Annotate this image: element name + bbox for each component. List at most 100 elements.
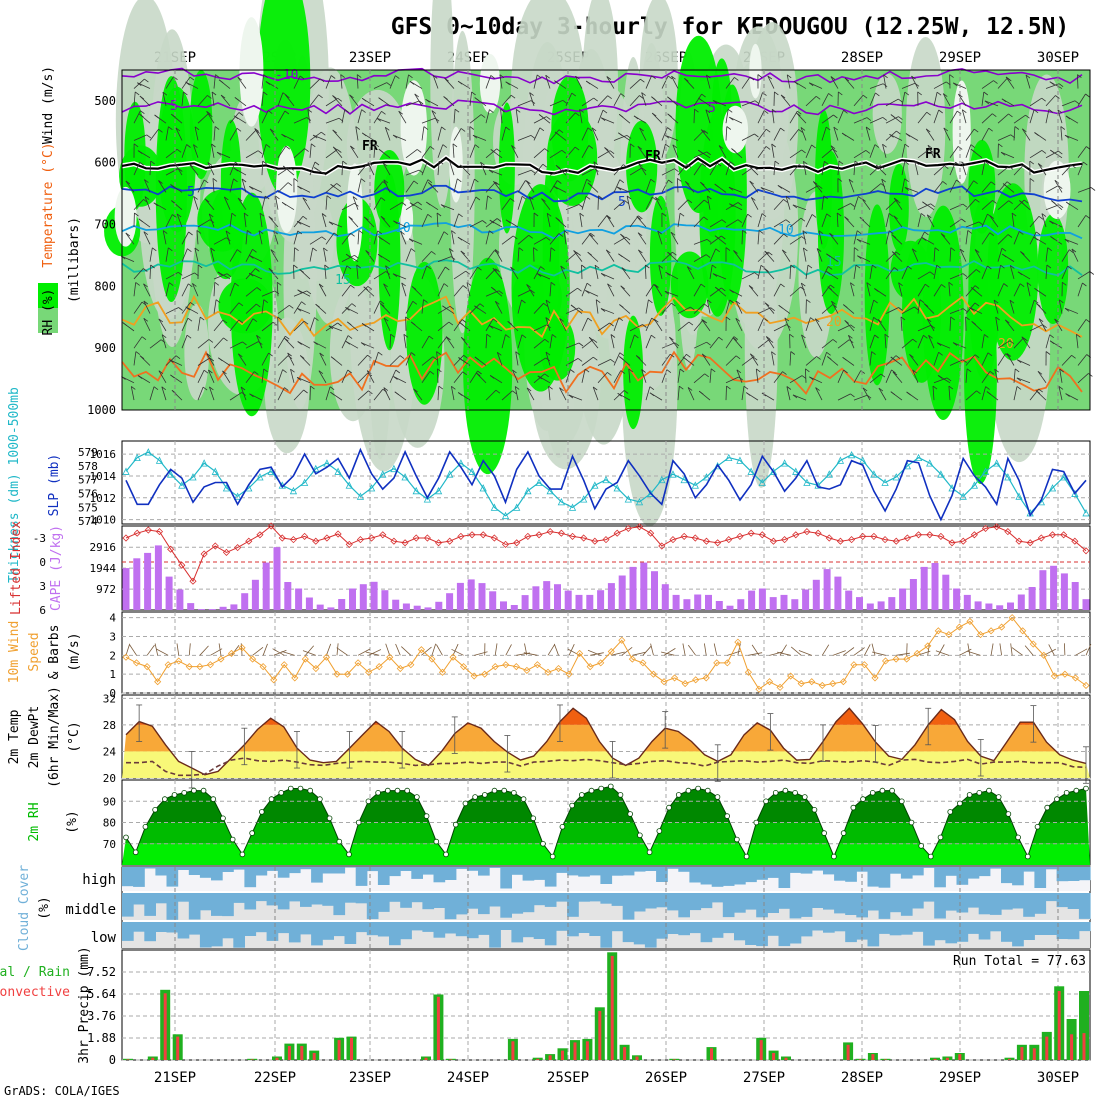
wind-barb-flag [562,169,568,174]
wind-speed-point [649,670,658,678]
wind-speed-point [734,638,742,646]
wind-barb [805,214,813,228]
rh-point [753,819,760,826]
wind-barb [965,269,977,280]
wind-barb [149,247,153,262]
wind-barb [805,356,817,366]
wind-barb-flag [670,231,676,236]
wind-barb-flag [290,368,295,373]
wind-barb [261,368,265,383]
wind-barb-flag [482,220,487,224]
wind-barb-flag [545,237,551,241]
wind-barb-flag [706,151,711,156]
wind-barb [789,236,802,245]
cape-bar [715,601,723,610]
cloud-bar [333,867,346,874]
wind-barb-flag [664,290,670,295]
thickness-tick-label: 575 [78,501,98,514]
wind-barb-flag [698,390,704,395]
wind-barb [231,644,240,656]
rh-point [976,789,983,796]
wind-barb-flag [792,204,798,209]
precip-total-label: Total / Rain [0,965,70,980]
wind-barb-flag [144,179,149,183]
rh-moist-region [1037,213,1069,325]
wind-barb [421,299,424,314]
rh-point [142,823,149,830]
wind-barb [1013,164,1024,176]
wind-speed-point [660,678,668,686]
wind-barb-flag [284,337,289,342]
wind-barb [146,644,155,656]
wind-barb [917,231,925,245]
wind-barb-flag [361,132,367,137]
rh-moist-region [158,86,196,233]
wind-barb [133,351,137,366]
lifted-point [423,534,431,542]
wind-barb-flag [855,264,861,269]
wind-speed-point [966,617,974,625]
wind-barb-flag [144,196,150,200]
lifted-point [312,537,320,545]
wind-barb-flag [925,128,931,133]
wind-barb [392,273,407,280]
wind-barb [805,265,809,280]
wind-speed-point [544,668,552,676]
cloud-bar [522,893,535,913]
wind-barb-flag [306,290,312,295]
cape-bar [974,601,982,610]
wind-speed-point [322,653,331,661]
wind-barb-flag [850,203,855,207]
cloud-bar [322,922,334,940]
wind-barb-flag [684,77,689,82]
wind-barb-flag [843,304,848,308]
precip-convective-bar [623,1047,627,1060]
dewpoint-series [126,757,1087,777]
wind-barb-flag [602,109,608,114]
cape-bar [413,605,421,610]
rh-point [1083,785,1089,792]
wind-barb-flag [630,143,635,148]
wind-barb [1041,213,1047,228]
wind-barb [393,376,407,384]
cape-bar [780,594,788,610]
wind-barb-flag [536,273,542,277]
wind-barb-flag [904,143,910,148]
cloud-bar [233,922,245,948]
wind-barb-flag [974,302,980,307]
wind-barb-flag [923,334,928,339]
wind-barb [831,301,839,314]
cloud-bar [800,922,813,937]
cloud-bar [722,922,735,934]
cloud-bar [211,893,223,916]
wind-barb-flag [995,316,1000,321]
wind-barb-flag [669,336,674,341]
wind-barb [832,650,846,656]
wind-barb [437,126,442,141]
wind-barb [713,643,718,656]
wind-barb [332,95,343,107]
wind-barb [901,144,906,158]
wind-barb-flag [258,341,263,345]
cloud-bar [311,922,323,946]
wind-barb-flag [137,150,143,154]
wind-barb [421,251,432,262]
wind-barb [591,127,599,141]
wind-barb-flag [153,386,159,391]
wind-barb [661,342,676,349]
wind-barb [997,234,1009,245]
cloud-bar [300,922,312,935]
wind-barb [1006,353,1015,366]
wind-barb-flag [962,273,968,277]
wind-barb-flag [998,143,1003,148]
wind-barb-flag [178,307,183,311]
lifted-point [635,523,644,531]
wind-barb [326,643,332,656]
bottom-date-label: 24SEP [447,1070,489,1086]
wind-barb-flag [480,114,486,118]
cloud-bar [711,893,724,903]
wind-barb [149,386,155,401]
wind-barb [885,98,899,107]
wind-barb-flag [633,115,639,120]
wind-barb-flag [1000,264,1005,269]
